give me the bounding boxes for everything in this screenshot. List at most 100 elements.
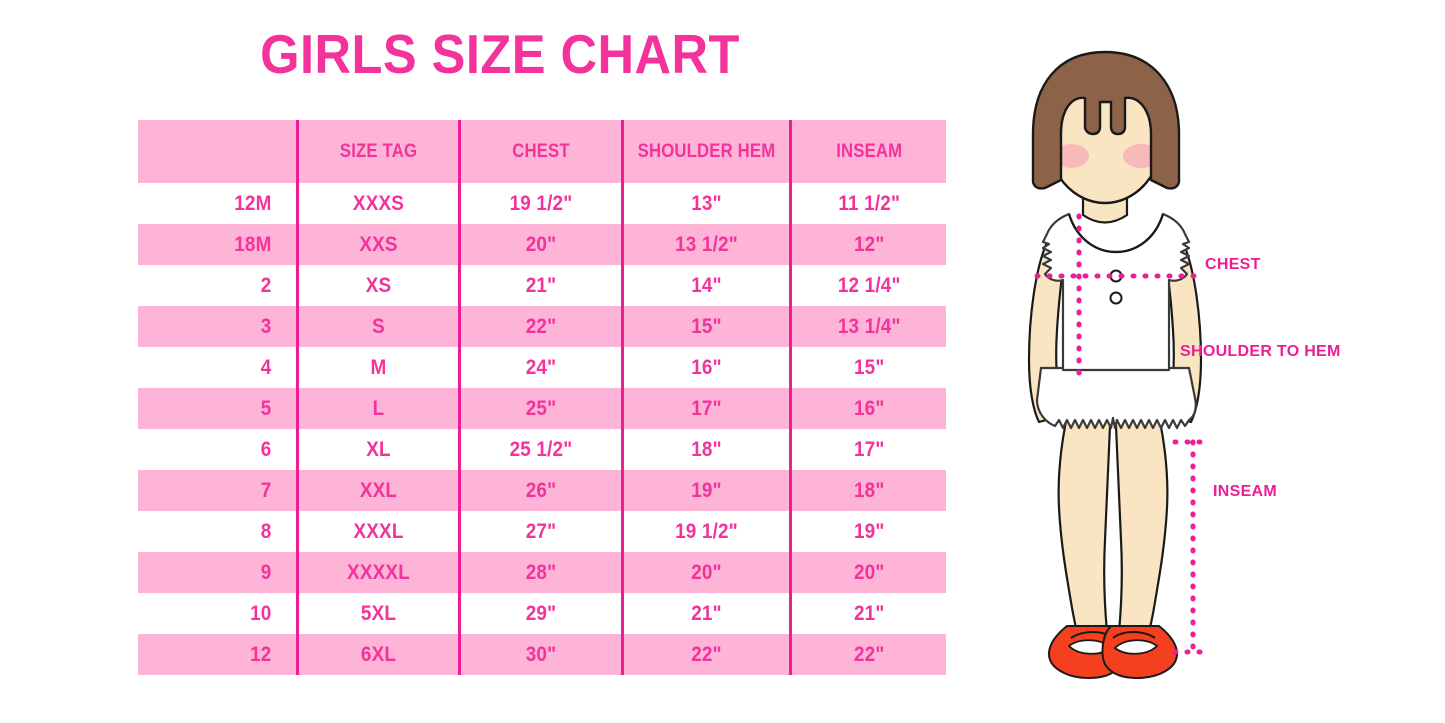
top-neckline xyxy=(1067,213,1165,254)
cell-chest-value: 29" xyxy=(525,601,556,625)
cell-shoulder-hem: 17" xyxy=(620,388,790,429)
table-row: 12 6XL 30" 22" 22" xyxy=(138,634,946,675)
cell-size-tag: XS xyxy=(295,265,459,306)
column-header-inseam: INSEAM xyxy=(788,120,946,183)
table-row: 7 XXL 26" 19" 18" xyxy=(138,470,946,511)
cell-shoulder-hem: 18" xyxy=(620,429,790,470)
shoulder-to-hem-measurement-label: SHOULDER TO HEM xyxy=(1180,343,1341,360)
cell-inseam: 12 1/4" xyxy=(788,265,946,306)
cell-inseam-value: 15" xyxy=(853,355,885,379)
cell-shoulder-hem: 21" xyxy=(620,593,790,634)
page-title: GIRLS SIZE CHART xyxy=(260,23,740,85)
cell-size-tag-value: XXL xyxy=(359,478,397,502)
table-body: 12M XXXS 19 1/2" 13" 11 1/2" 18M XXS 20" 13 1/2"… xyxy=(138,183,946,675)
cell-size-value: 8 xyxy=(260,519,272,543)
cell-shoulder-hem: 14" xyxy=(620,265,790,306)
cell-size-tag: 6XL xyxy=(295,634,459,675)
cell-shoulder-hem: 19 1/2" xyxy=(620,511,790,552)
size-chart-table: SIZE TAG CHEST SHOULDER HEM INSEAM 12M XX… xyxy=(138,120,946,675)
cell-size-value: 18M xyxy=(234,232,272,256)
cell-chest: 20" xyxy=(457,224,622,265)
cell-chest-value: 19 1/2" xyxy=(509,191,572,215)
cell-chest-value: 28" xyxy=(525,560,556,584)
cell-size-tag-value: 6XL xyxy=(360,642,396,666)
cell-chest: 29" xyxy=(457,593,622,634)
column-header-shoulder-hem-label: SHOULDER HEM xyxy=(637,140,775,162)
cell-chest-value: 25 1/2" xyxy=(509,437,572,461)
column-header-chest-label: CHEST xyxy=(511,140,570,162)
cell-size-tag-value: 5XL xyxy=(360,601,396,625)
cell-size: 3 xyxy=(138,306,297,347)
cell-inseam-value: 20" xyxy=(853,560,885,584)
cell-inseam: 20" xyxy=(788,552,946,593)
cell-chest-value: 27" xyxy=(525,519,556,543)
cell-shoulder-hem: 22" xyxy=(620,634,790,675)
cell-chest-value: 20" xyxy=(525,232,556,256)
cell-inseam-value: 22" xyxy=(853,642,885,666)
girl-figure-svg xyxy=(1027,50,1204,680)
cell-chest: 22" xyxy=(457,306,622,347)
cell-shoulder-hem-value: 14" xyxy=(690,273,722,297)
cell-chest: 25 1/2" xyxy=(457,429,622,470)
cell-size-value: 3 xyxy=(260,314,272,338)
cell-inseam-value: 13 1/4" xyxy=(837,314,901,338)
cell-inseam: 16" xyxy=(788,388,946,429)
table-row: 3 S 22" 15" 13 1/4" xyxy=(138,306,946,347)
cell-shoulder-hem-value: 21" xyxy=(690,601,722,625)
column-header-size xyxy=(138,120,297,183)
cell-inseam: 17" xyxy=(788,429,946,470)
cell-shoulder-hem: 13" xyxy=(620,183,790,224)
cell-size-value: 4 xyxy=(260,355,272,379)
cell-size: 4 xyxy=(138,347,297,388)
cell-size: 5 xyxy=(138,388,297,429)
cell-shoulder-hem: 15" xyxy=(620,306,790,347)
cell-chest: 24" xyxy=(457,347,622,388)
cell-chest: 26" xyxy=(457,470,622,511)
table-row: 6 XL 25 1/2" 18" 17" xyxy=(138,429,946,470)
cell-size-tag: 5XL xyxy=(295,593,459,634)
cell-shoulder-hem-value: 15" xyxy=(690,314,722,338)
cell-size-value: 10 xyxy=(250,601,272,625)
table-row: 2 XS 21" 14" 12 1/4" xyxy=(138,265,946,306)
cell-shoulder-hem-value: 17" xyxy=(690,396,722,420)
cell-size-tag: S xyxy=(295,306,459,347)
cell-chest: 25" xyxy=(457,388,622,429)
cell-inseam: 12" xyxy=(788,224,946,265)
column-header-chest: CHEST xyxy=(457,120,622,183)
cell-size: 10 xyxy=(138,593,297,634)
cell-size: 6 xyxy=(138,429,297,470)
cell-inseam: 21" xyxy=(788,593,946,634)
cell-inseam: 22" xyxy=(788,634,946,675)
leg-right-shape xyxy=(1113,398,1169,634)
cell-chest: 28" xyxy=(457,552,622,593)
cell-inseam-value: 19" xyxy=(853,519,885,543)
column-header-size-tag: SIZE TAG xyxy=(295,120,459,183)
cell-size-tag: XL xyxy=(295,429,459,470)
cell-chest-value: 26" xyxy=(525,478,556,502)
cell-chest-value: 30" xyxy=(525,642,556,666)
cell-size-tag-value: S xyxy=(371,314,385,338)
cell-inseam-value: 21" xyxy=(853,601,885,625)
table-row: 10 5XL 29" 21" 21" xyxy=(138,593,946,634)
cell-size: 18M xyxy=(138,224,297,265)
bloomers-shape xyxy=(1035,366,1197,430)
cell-size-value: 12M xyxy=(234,191,272,215)
cell-size: 7 xyxy=(138,470,297,511)
cell-size-tag-value: XL xyxy=(365,437,391,461)
cell-size-tag: XXL xyxy=(295,470,459,511)
cell-size-tag-value: XS xyxy=(365,273,391,297)
table-row: 5 L 25" 17" 16" xyxy=(138,388,946,429)
cell-inseam: 15" xyxy=(788,347,946,388)
cell-size-tag: XXXL xyxy=(295,511,459,552)
cell-size-value: 6 xyxy=(260,437,272,461)
cell-chest-value: 21" xyxy=(525,273,556,297)
table-row: 8 XXXL 27" 19 1/2" 19" xyxy=(138,511,946,552)
cell-size-tag: XXXXL xyxy=(295,552,459,593)
cell-chest-value: 25" xyxy=(525,396,556,420)
cell-shoulder-hem: 16" xyxy=(620,347,790,388)
cell-shoulder-hem-value: 19 1/2" xyxy=(674,519,738,543)
cell-size-tag-value: XXXL xyxy=(352,519,404,543)
cell-shoulder-hem: 13 1/2" xyxy=(620,224,790,265)
cell-shoulder-hem-value: 13 1/2" xyxy=(674,232,738,256)
table-row: 12M XXXS 19 1/2" 13" 11 1/2" xyxy=(138,183,946,224)
